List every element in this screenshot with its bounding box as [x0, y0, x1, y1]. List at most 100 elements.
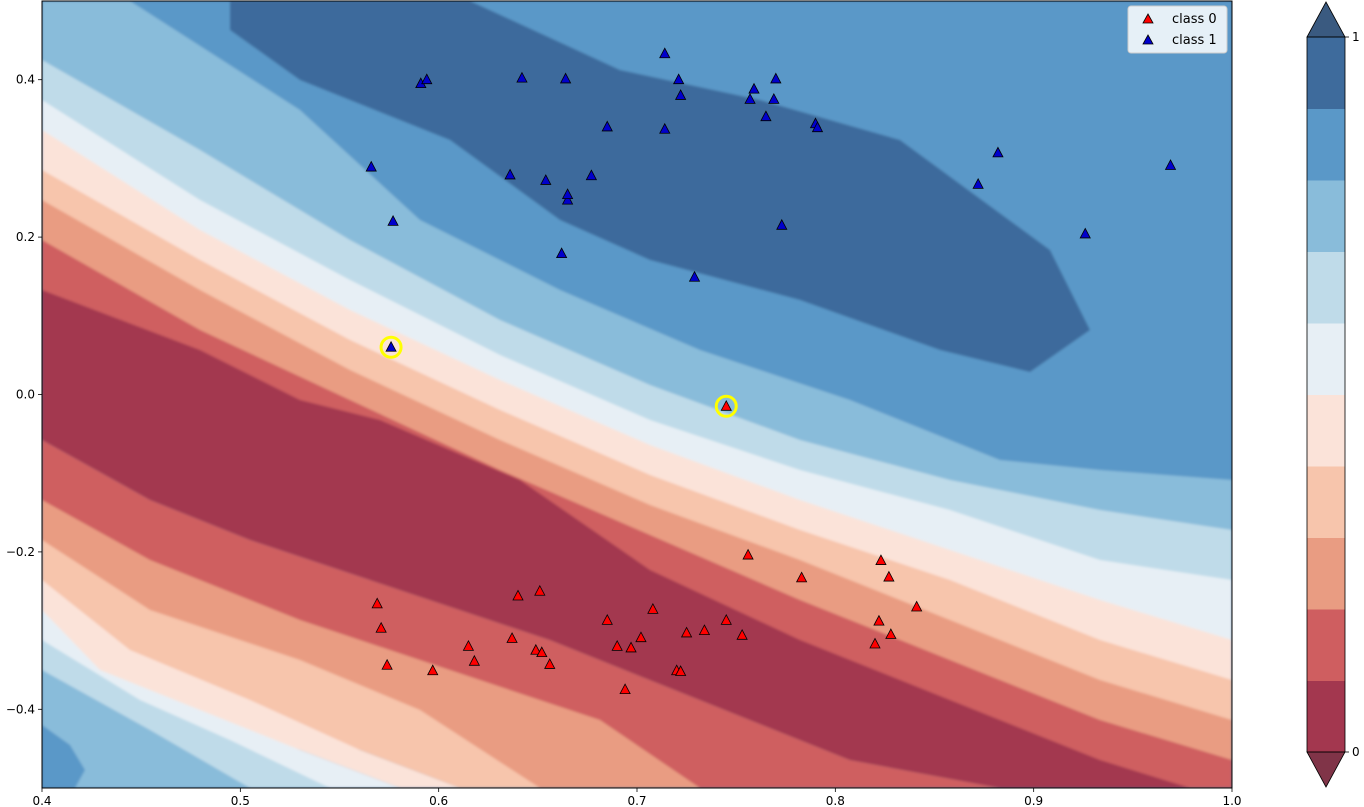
contour-band-red — [42, 240, 1232, 788]
point-class-1 — [555, 247, 568, 259]
point-class-1 — [516, 71, 528, 83]
point-class-0 — [875, 554, 887, 565]
colorbar-band — [1307, 537, 1345, 610]
scatter-points — [365, 47, 1177, 695]
point-class-1 — [672, 73, 685, 85]
point-class-0 — [536, 646, 548, 658]
point-class-0 — [885, 628, 897, 639]
point-class-0 — [795, 571, 808, 583]
colorbar-extend-bottom — [1306, 751, 1346, 788]
point-class-0 — [534, 584, 546, 596]
point-class-1 — [768, 93, 780, 104]
point-class-0 — [910, 600, 923, 612]
point-class-0 — [720, 399, 732, 411]
colorbar-band — [1307, 180, 1345, 252]
highlight-ring — [714, 394, 738, 418]
point-class-1 — [387, 215, 399, 226]
point-class-0 — [427, 664, 439, 676]
point-class-1 — [688, 270, 701, 282]
x-tick-label: 0.7 — [627, 794, 646, 807]
legend-box — [1127, 5, 1228, 54]
contour-band-lower-lightblue — [42, 670, 250, 788]
contour-band-darkred — [42, 290, 1190, 788]
colorbar-frame — [1306, 36, 1346, 753]
point-class-1 — [1079, 227, 1091, 239]
contour-band-whiteblue — [42, 100, 1232, 680]
point-class-0 — [674, 665, 687, 676]
point-class-1 — [365, 160, 377, 172]
point-class-0 — [883, 570, 895, 582]
probability-contour-background — [42, 1, 1232, 788]
point-class-0 — [506, 632, 518, 643]
y-axis: −0.4 −0.2 0.0 0.2 0.4 — [6, 73, 42, 716]
point-class-1 — [601, 120, 613, 132]
contour-band-paleblue — [42, 60, 1232, 600]
point-class-0 — [381, 658, 393, 670]
point-class-0 — [544, 658, 556, 669]
point-class-1 — [674, 89, 687, 100]
point-class-1 — [760, 110, 772, 122]
colorbar-band — [1307, 609, 1345, 681]
point-class-1 — [659, 122, 671, 134]
point-class-0 — [873, 614, 885, 626]
legend-label-class-0: class 0 — [1172, 12, 1217, 27]
legend-marker-class-1 — [1142, 34, 1154, 45]
contour-band-salmon — [42, 200, 1232, 770]
colorbar-extend-top — [1306, 1, 1346, 38]
x-axis: 0.4 0.5 0.6 0.7 0.8 0.9 1.0 — [32, 788, 1242, 807]
point-class-1 — [385, 340, 397, 352]
point-class-0 — [375, 621, 387, 633]
y-tick-label: 0.4 — [16, 73, 35, 87]
point-class-0 — [647, 602, 659, 614]
y-tick-label: −0.4 — [6, 702, 35, 716]
contour-band-lightblue — [42, 1, 1232, 555]
point-class-1 — [972, 178, 984, 189]
point-class-0 — [462, 639, 475, 651]
point-class-1 — [421, 73, 433, 85]
legend-marker-class-0 — [1142, 13, 1154, 24]
y-tick-label: −0.2 — [6, 545, 35, 559]
contour-band-upper-dark — [230, 1, 1090, 372]
legend: class 0 class 1 — [1127, 5, 1228, 54]
point-class-0 — [742, 548, 754, 560]
y-tick-label: 0.2 — [16, 230, 35, 244]
x-tick-label: 1.0 — [1222, 794, 1241, 807]
highlight-rings — [379, 335, 738, 418]
point-class-0 — [698, 624, 711, 635]
point-class-1 — [504, 168, 516, 180]
point-class-1 — [540, 174, 552, 185]
legend-label-class-1: class 1 — [1172, 33, 1217, 48]
point-class-0 — [869, 637, 881, 649]
colorbar-band — [1307, 466, 1345, 538]
colorbar-band — [1307, 251, 1345, 324]
x-tick-label: 0.4 — [32, 794, 51, 807]
point-class-1 — [748, 82, 760, 94]
point-class-0 — [720, 614, 732, 625]
contour-band-lower-orange — [42, 540, 540, 788]
y-tick-label: 0.0 — [16, 388, 35, 402]
point-class-0 — [371, 597, 383, 609]
contour-band-paleorange — [42, 130, 1232, 700]
point-class-0 — [512, 589, 524, 601]
point-class-1 — [659, 47, 671, 59]
point-class-1 — [776, 218, 788, 230]
colorbar-band — [1307, 108, 1345, 181]
point-class-1 — [770, 72, 782, 84]
colorbar-band — [1307, 394, 1345, 467]
colorbar-tick-label: 0 — [1352, 745, 1360, 759]
x-tick-label: 0.8 — [826, 794, 845, 807]
point-class-1 — [559, 72, 572, 84]
colorbar-tick-label: 1 — [1352, 30, 1360, 44]
x-tick-label: 0.9 — [1024, 794, 1043, 807]
contour-band-lower-salmon — [42, 500, 700, 788]
point-class-0 — [530, 643, 542, 655]
contour-band-lower-corner — [42, 725, 85, 788]
colorbar-band — [1307, 323, 1345, 395]
x-tick-label: 0.5 — [231, 794, 250, 807]
point-class-1 — [1164, 159, 1177, 170]
point-class-1 — [811, 121, 824, 133]
point-class-1 — [561, 188, 574, 200]
point-class-1 — [585, 169, 598, 181]
point-class-1 — [992, 146, 1004, 158]
